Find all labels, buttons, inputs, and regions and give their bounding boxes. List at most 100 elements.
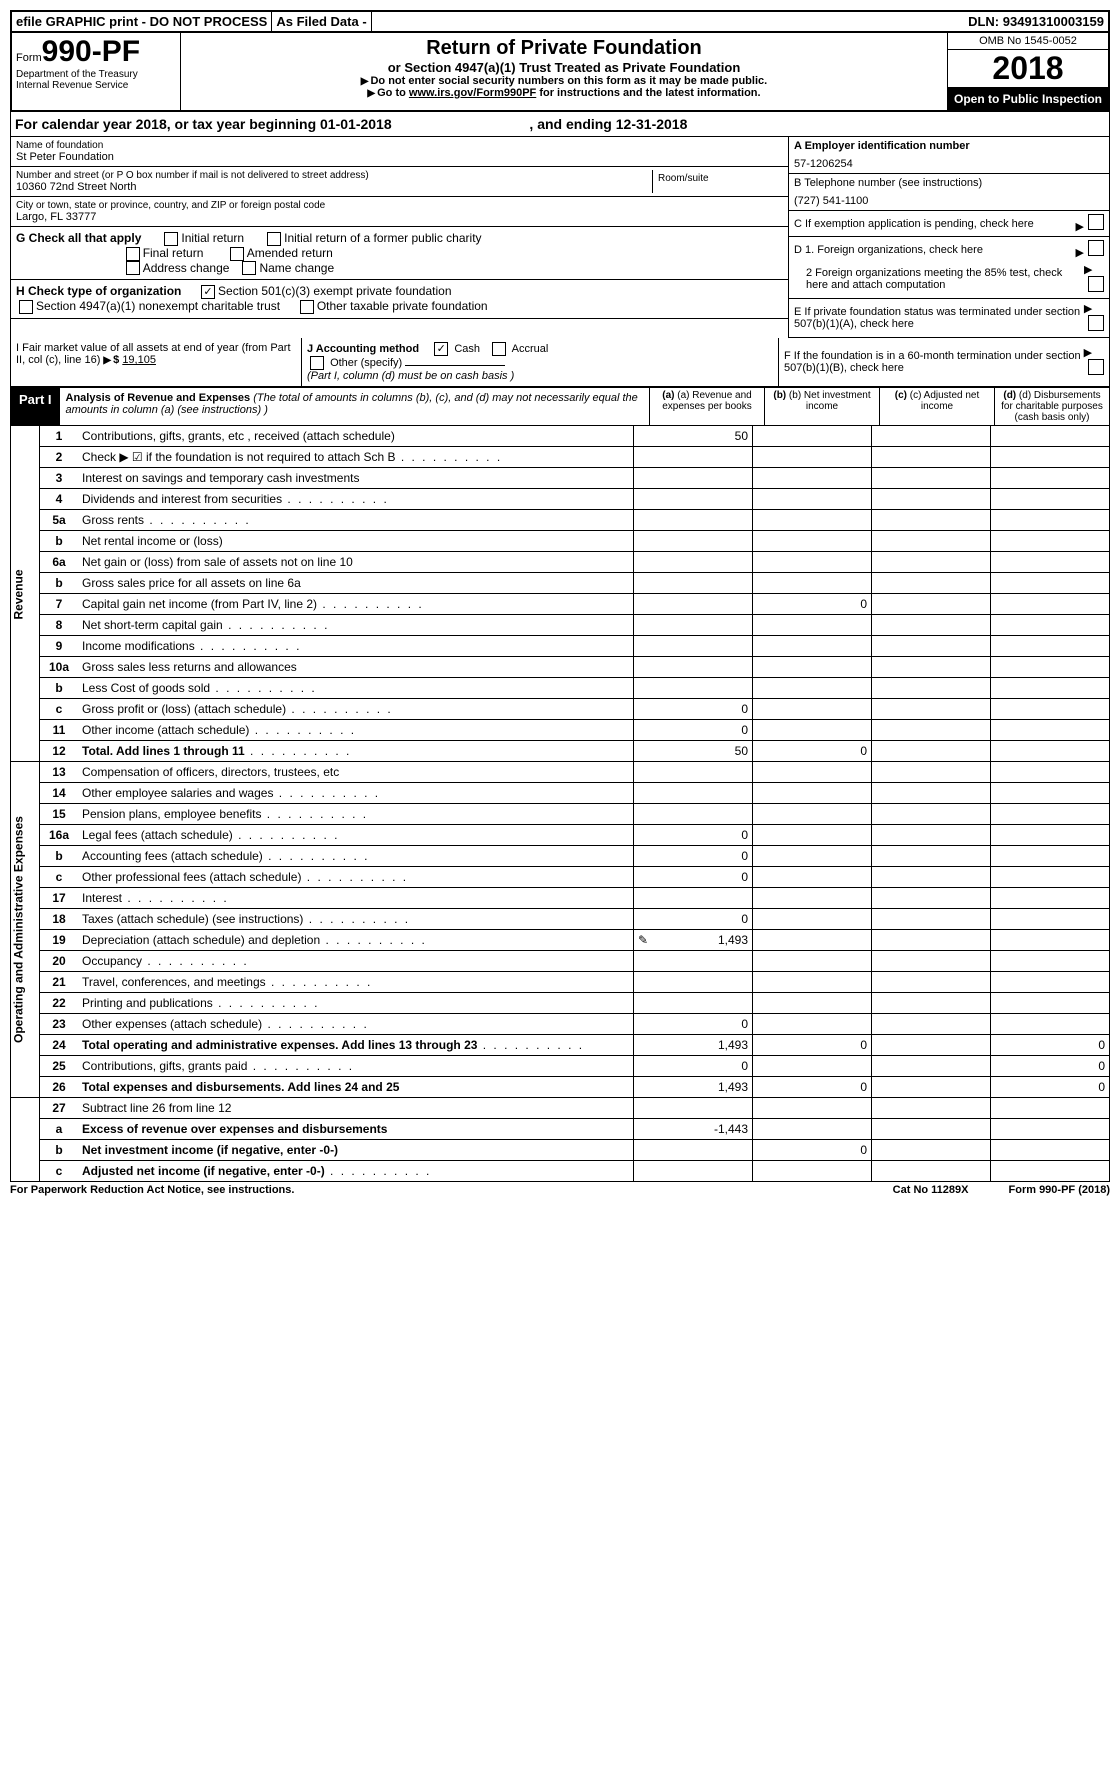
table-row: Operating and Administrative Expenses 13… — [11, 762, 1110, 783]
line-desc: Interest — [78, 888, 634, 909]
instruction-2: Go to www.irs.gov/Form990PF for instruct… — [185, 87, 943, 99]
col-d-val — [991, 468, 1110, 489]
col-b-val: 0 — [753, 1035, 872, 1056]
line-desc: Dividends and interest from securities — [78, 489, 634, 510]
col-d-val — [991, 951, 1110, 972]
col-d-val — [991, 657, 1110, 678]
header-right: OMB No 1545-0052 2018 Open to Public Ins… — [947, 33, 1108, 110]
table-row: 20 Occupancy — [11, 951, 1110, 972]
irs-link[interactable]: www.irs.gov/Form990PF — [409, 87, 536, 99]
table-row: 15 Pension plans, employee benefits — [11, 804, 1110, 825]
checkbox-accrual[interactable] — [492, 342, 506, 356]
checkbox-other-taxable[interactable] — [300, 300, 314, 314]
line-num: b — [40, 531, 79, 552]
table-row: Revenue 1 Contributions, gifts, grants, … — [11, 426, 1110, 447]
col-a-val — [634, 552, 753, 573]
checkbox-e[interactable] — [1088, 315, 1104, 331]
checkbox-f[interactable] — [1088, 359, 1104, 375]
table-row: b Accounting fees (attach schedule) 0 — [11, 846, 1110, 867]
table-row: 19 Depreciation (attach schedule) and de… — [11, 930, 1110, 951]
checkbox-4947a1[interactable] — [19, 300, 33, 314]
line-desc: Check ▶ ☑ if the foundation is not requi… — [78, 447, 634, 468]
col-c-val — [872, 993, 991, 1014]
checkbox-501c3[interactable]: ✓ — [201, 285, 215, 299]
checkbox-final-return[interactable] — [126, 247, 140, 261]
col-c-header: (c) (c) Adjusted net income — [879, 388, 994, 425]
table-row: 27 Subtract line 26 from line 12 — [11, 1098, 1110, 1119]
line-desc: Net investment income (if negative, ente… — [78, 1140, 634, 1161]
checkbox-d2[interactable] — [1088, 276, 1104, 292]
col-b-val — [753, 699, 872, 720]
line-num: 15 — [40, 804, 79, 825]
line-num: 18 — [40, 909, 79, 930]
line-num: 5a — [40, 510, 79, 531]
line-num: 23 — [40, 1014, 79, 1035]
col-b-val: 0 — [753, 594, 872, 615]
address-row: Number and street (or P O box number if … — [11, 167, 788, 197]
col-b-val — [753, 573, 872, 594]
col-b-val — [753, 510, 872, 531]
col-d-val — [991, 1140, 1110, 1161]
col-c-val — [872, 930, 991, 951]
line-desc: Net short-term capital gain — [78, 615, 634, 636]
checkbox-name-change[interactable] — [242, 261, 256, 275]
box-i: I Fair market value of all assets at end… — [11, 338, 302, 386]
checkbox-initial-return[interactable] — [164, 232, 178, 246]
dln-label: DLN: — [968, 14, 999, 29]
col-d-val — [991, 888, 1110, 909]
col-d-header: (d) (d) Disbursements for charitable pur… — [994, 388, 1109, 425]
dln-cell: DLN: 93491310003159 — [964, 12, 1108, 31]
ein-cell: A Employer identification number 57-1206… — [789, 137, 1109, 174]
instruction-1: Do not enter social security numbers on … — [185, 75, 943, 87]
top-bar: efile GRAPHIC print - DO NOT PROCESS As … — [10, 10, 1110, 31]
table-row: 12 Total. Add lines 1 through 11 50 0 — [11, 741, 1110, 762]
col-d-val: 0 — [991, 1035, 1110, 1056]
line-desc: Less Cost of goods sold — [78, 678, 634, 699]
checkbox-amended[interactable] — [230, 247, 244, 261]
col-d-val — [991, 552, 1110, 573]
col-b-val: 0 — [753, 741, 872, 762]
col-d-val — [991, 741, 1110, 762]
col-b-val — [753, 1098, 872, 1119]
box-d: D 1. Foreign organizations, check here▶ … — [789, 237, 1109, 299]
line-desc: Depreciation (attach schedule) and deple… — [78, 930, 634, 951]
col-b-val — [753, 720, 872, 741]
checkbox-address-change[interactable] — [126, 261, 140, 275]
col-c-val — [872, 468, 991, 489]
col-c-val — [872, 531, 991, 552]
line-num: 7 — [40, 594, 79, 615]
checkbox-other-method[interactable] — [310, 356, 324, 370]
col-c-val — [872, 909, 991, 930]
city-cell: City or town, state or province, country… — [11, 197, 788, 227]
col-c-val — [872, 846, 991, 867]
checkbox-cash[interactable]: ✓ — [434, 342, 448, 356]
form-number: 990-PF — [42, 35, 140, 68]
table-row: 14 Other employee salaries and wages — [11, 783, 1110, 804]
line-num: a — [40, 1119, 79, 1140]
col-d-val — [991, 909, 1110, 930]
col-a-val: 1,493 — [634, 1035, 753, 1056]
col-a-val — [634, 804, 753, 825]
col-b-val — [753, 993, 872, 1014]
part1-desc: Analysis of Revenue and Expenses (The to… — [60, 388, 649, 425]
part1-label: Part I — [11, 388, 60, 425]
line-desc: Net gain or (loss) from sale of assets n… — [78, 552, 634, 573]
line-desc: Total. Add lines 1 through 11 — [78, 741, 634, 762]
col-b-val — [753, 1119, 872, 1140]
line-desc: Subtract line 26 from line 12 — [78, 1098, 634, 1119]
line-num: 27 — [40, 1098, 79, 1119]
col-d-val — [991, 804, 1110, 825]
checkbox-c[interactable] — [1088, 214, 1104, 230]
col-d-val — [991, 972, 1110, 993]
line-num: 3 — [40, 468, 79, 489]
col-c-val — [872, 1056, 991, 1077]
phone-value: (727) 541-1100 — [794, 195, 1104, 207]
col-d-val — [991, 699, 1110, 720]
checkbox-d1[interactable] — [1088, 240, 1104, 256]
table-row: 8 Net short-term capital gain — [11, 615, 1110, 636]
line-num: 16a — [40, 825, 79, 846]
line-num: b — [40, 1140, 79, 1161]
checkbox-former-charity[interactable] — [267, 232, 281, 246]
line-desc: Net rental income or (loss) — [78, 531, 634, 552]
col-d-val — [991, 636, 1110, 657]
